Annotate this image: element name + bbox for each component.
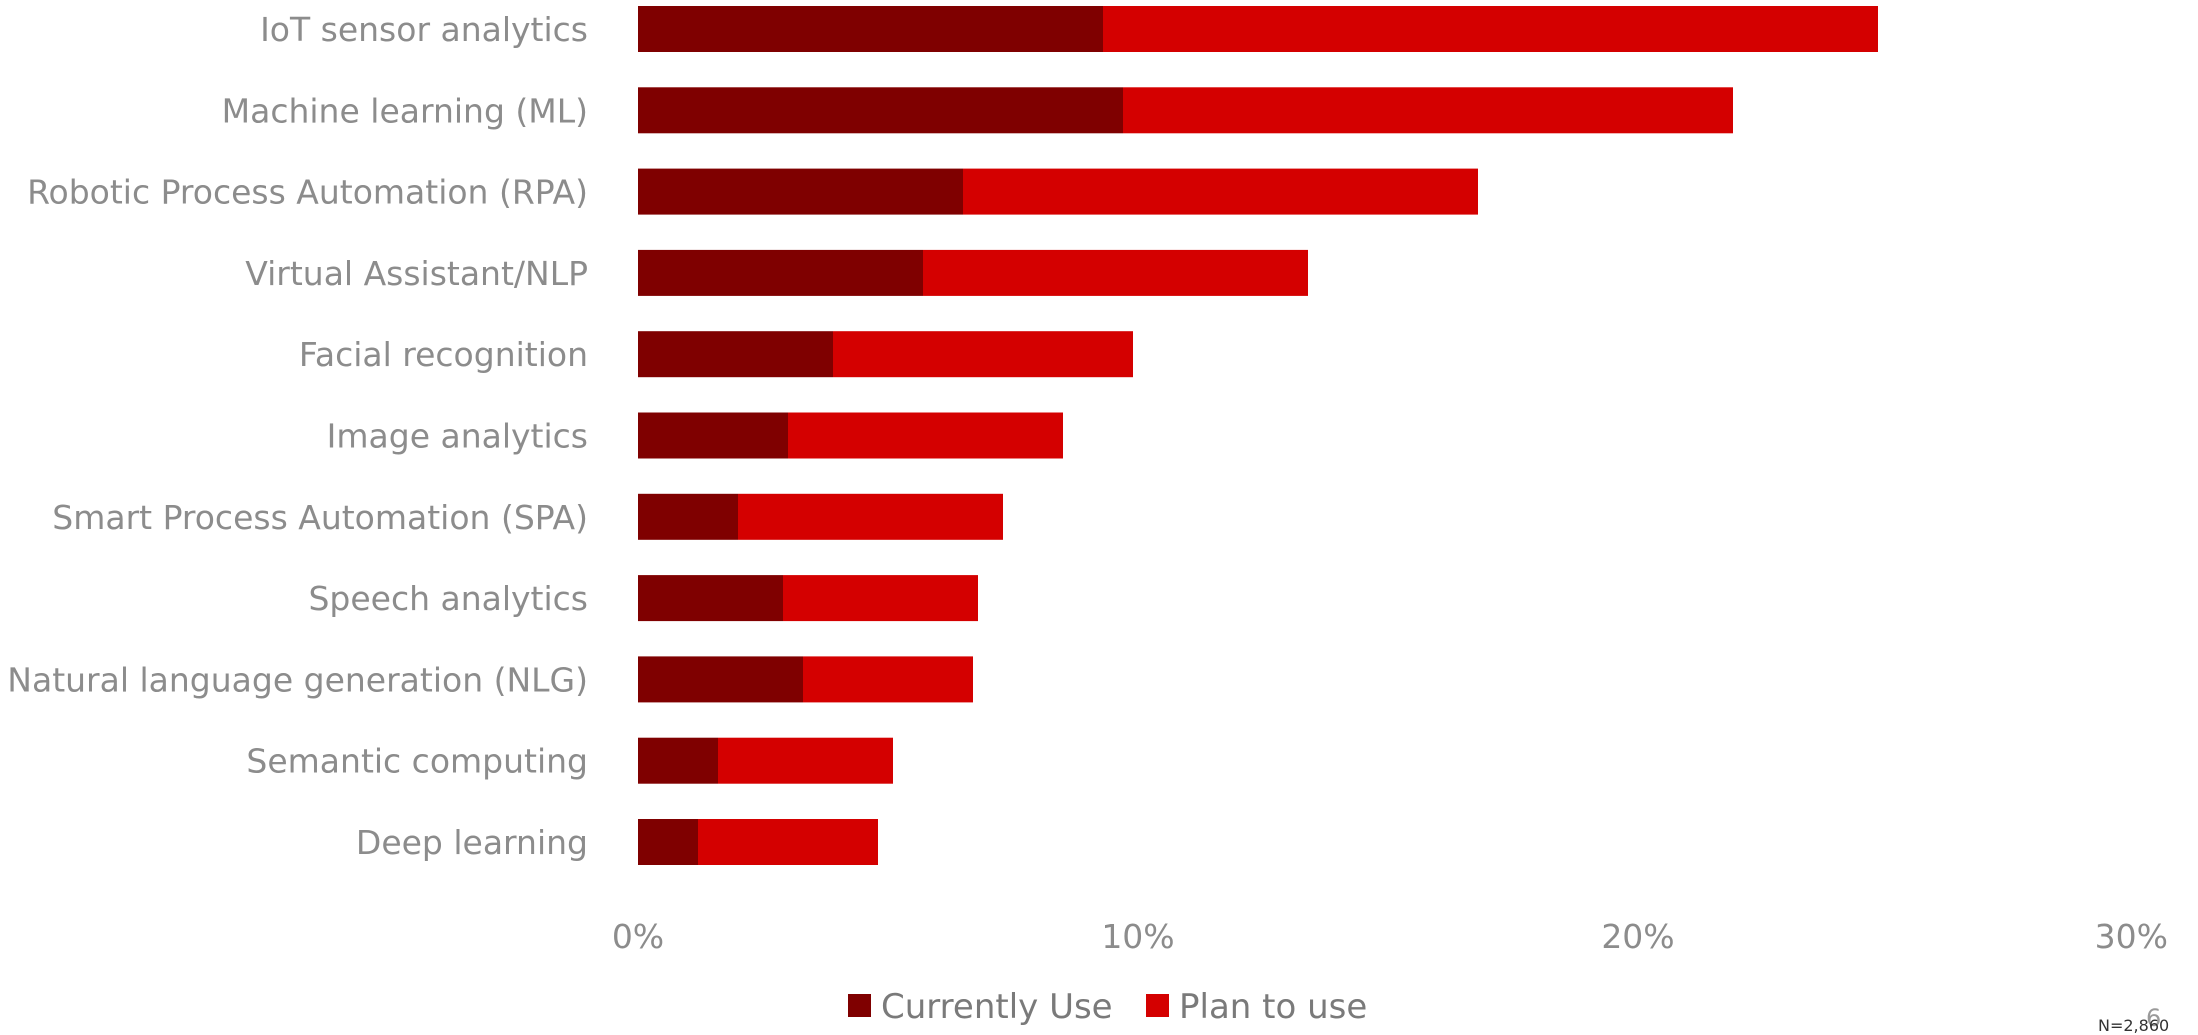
bar-currently-use-3 xyxy=(638,249,923,296)
bar-plan-to-use-2 xyxy=(963,168,1478,215)
category-label: IoT sensor analytics xyxy=(260,10,588,49)
category-label: Smart Process Automation (SPA) xyxy=(52,498,588,537)
sample-size-note: N=2,860 xyxy=(2098,1016,2170,1035)
x-axis-ticks: 0% 10% 20% 30% xyxy=(612,917,2168,956)
bar-currently-use-4 xyxy=(638,331,833,378)
legend: Currently Use Plan to use xyxy=(848,987,1367,1027)
bar-plan-to-use-7 xyxy=(783,575,978,622)
legend-swatch-currently-use xyxy=(848,994,871,1017)
legend-label-currently-use: Currently Use xyxy=(881,987,1113,1027)
bar-currently-use-9 xyxy=(638,737,718,784)
bar-currently-use-1 xyxy=(638,87,1123,134)
category-label: Speech analytics xyxy=(308,579,588,618)
bar-currently-use-2 xyxy=(638,168,963,215)
category-label: Machine learning (ML) xyxy=(222,91,588,130)
category-label: Semantic computing xyxy=(246,742,588,781)
bar-currently-use-8 xyxy=(638,656,803,703)
bar-plan-to-use-9 xyxy=(718,737,893,784)
x-tick-label: 0% xyxy=(612,917,664,956)
category-label: Facial recognition xyxy=(299,335,588,374)
bar-plan-to-use-10 xyxy=(698,819,878,865)
category-label: Robotic Process Automation (RPA) xyxy=(27,173,588,212)
x-tick-label: 30% xyxy=(2095,917,2168,956)
bar-plan-to-use-5 xyxy=(788,412,1063,459)
bar-currently-use-7 xyxy=(638,575,783,622)
category-label: Deep learning xyxy=(356,823,588,862)
category-label: Natural language generation (NLG) xyxy=(7,660,588,699)
legend-label-plan-to-use: Plan to use xyxy=(1179,987,1367,1027)
bars-group xyxy=(638,6,1878,865)
bar-plan-to-use-3 xyxy=(923,249,1308,296)
x-tick-label: 10% xyxy=(1101,917,1174,956)
bar-plan-to-use-6 xyxy=(738,493,1003,540)
bar-plan-to-use-4 xyxy=(833,331,1133,378)
legend-swatch-plan-to-use xyxy=(1146,994,1169,1017)
bar-plan-to-use-0 xyxy=(1103,6,1878,52)
category-label: Image analytics xyxy=(327,417,588,456)
bar-plan-to-use-1 xyxy=(1123,87,1733,134)
bar-plan-to-use-8 xyxy=(803,656,973,703)
bar-currently-use-5 xyxy=(638,412,788,459)
category-labels: IoT sensor analytics Machine learning (ML… xyxy=(7,10,588,862)
bar-currently-use-6 xyxy=(638,493,738,540)
category-label: Virtual Assistant/NLP xyxy=(245,254,588,293)
page-number: 6 xyxy=(2146,1004,2162,1032)
bar-currently-use-0 xyxy=(638,6,1103,52)
bar-currently-use-10 xyxy=(638,819,698,865)
x-tick-label: 20% xyxy=(1601,917,1674,956)
